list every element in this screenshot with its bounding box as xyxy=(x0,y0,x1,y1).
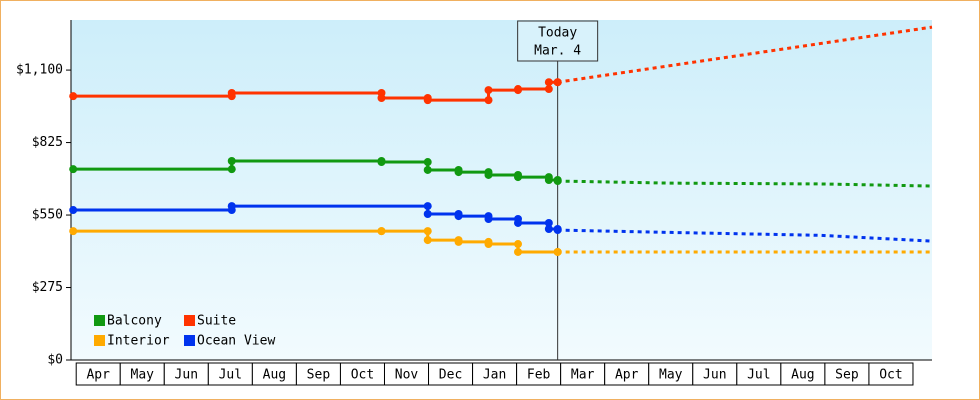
price-marker xyxy=(423,158,432,167)
x-tick-label: May xyxy=(659,368,683,383)
x-tick-label: Mar xyxy=(571,368,595,383)
price-marker xyxy=(553,177,562,186)
price-marker xyxy=(484,86,493,95)
today-label: Mar. 4 xyxy=(534,44,581,59)
forecast-line xyxy=(557,25,933,84)
today-label: Today xyxy=(538,26,577,41)
x-tick-label: Jan xyxy=(483,368,506,383)
x-tick-label: Sep xyxy=(307,368,331,383)
legend-swatch xyxy=(184,335,195,346)
legend-label: Interior xyxy=(107,334,170,349)
price-marker xyxy=(514,173,523,182)
price-marker xyxy=(227,165,236,174)
price-marker xyxy=(454,168,463,177)
price-marker xyxy=(553,226,562,235)
x-tick-label: Oct xyxy=(879,368,902,383)
price-marker xyxy=(377,227,386,236)
legend-label: Suite xyxy=(197,314,236,329)
x-tick-label: Feb xyxy=(527,368,551,383)
x-tick-label: Dec xyxy=(439,368,462,383)
price-marker xyxy=(69,165,78,174)
price-marker xyxy=(69,227,78,236)
price-marker xyxy=(553,247,562,256)
legend-label: Balcony xyxy=(107,314,162,329)
price-marker xyxy=(514,247,523,256)
x-tick-label: Apr xyxy=(86,368,110,383)
legend-swatch xyxy=(94,315,105,326)
price-marker xyxy=(484,214,493,223)
y-tick-label: $550 xyxy=(32,208,63,223)
price-marker xyxy=(423,202,432,211)
x-tick-label: Sep xyxy=(835,368,859,383)
forecast-line xyxy=(557,228,933,243)
price-marker xyxy=(454,237,463,246)
forecast-line xyxy=(557,179,933,188)
price-marker xyxy=(377,94,386,103)
y-tick-label: $0 xyxy=(47,353,63,368)
price-marker xyxy=(227,89,236,98)
month-box xyxy=(868,362,914,386)
price-marker xyxy=(553,78,562,87)
x-tick-label: Jul xyxy=(747,368,770,383)
price-marker xyxy=(514,240,523,249)
price-marker xyxy=(544,218,553,227)
price-marker xyxy=(454,212,463,221)
price-marker xyxy=(544,78,553,87)
price-marker xyxy=(544,85,553,94)
x-tick-label: Oct xyxy=(351,368,374,383)
x-tick-label: Nov xyxy=(395,368,419,383)
plot-background xyxy=(71,20,932,360)
y-tick-label: $1,100 xyxy=(16,63,63,78)
y-tick-label: $275 xyxy=(32,280,63,295)
price-marker xyxy=(227,157,236,166)
x-tick-label: May xyxy=(131,368,155,383)
price-marker xyxy=(377,158,386,167)
legend-swatch xyxy=(184,315,195,326)
price-marker xyxy=(544,225,553,234)
price-marker xyxy=(423,209,432,218)
price-marker xyxy=(514,85,523,94)
x-tick-label: Apr xyxy=(615,368,639,383)
legend-label: Ocean View xyxy=(197,334,275,349)
price-marker xyxy=(484,96,493,105)
price-marker xyxy=(69,206,78,215)
price-marker xyxy=(484,170,493,179)
x-tick-label: Aug xyxy=(791,368,814,383)
price-line xyxy=(73,80,558,102)
x-tick-label: Aug xyxy=(263,368,286,383)
x-tick-label: Jun xyxy=(703,368,726,383)
price-marker xyxy=(423,236,432,245)
price-marker xyxy=(423,227,432,236)
price-marker xyxy=(69,92,78,101)
price-marker xyxy=(544,175,553,184)
x-tick-label: Jul xyxy=(219,368,242,383)
today-box xyxy=(517,20,599,62)
price-marker xyxy=(484,240,493,249)
y-tick-label: $825 xyxy=(32,135,63,150)
price-marker xyxy=(514,218,523,227)
legend-swatch xyxy=(94,335,105,346)
price-marker xyxy=(423,96,432,105)
price-marker xyxy=(227,202,236,211)
price-marker xyxy=(423,165,432,174)
x-tick-label: Jun xyxy=(175,368,198,383)
